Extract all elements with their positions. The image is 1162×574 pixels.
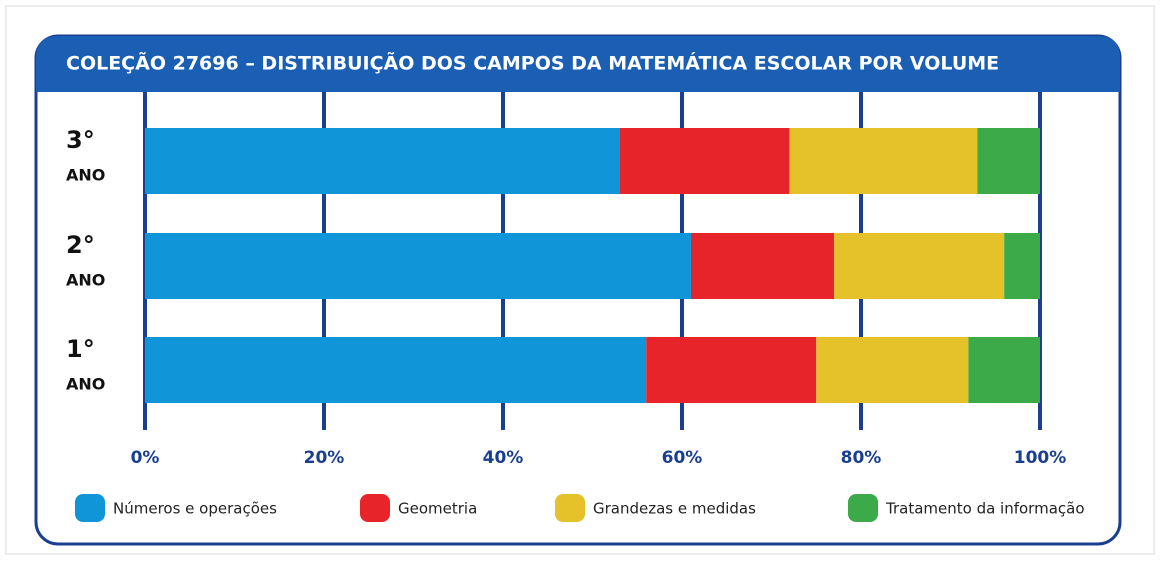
bar-segment — [977, 128, 1040, 194]
legend-label: Números e operações — [113, 500, 277, 518]
chart-title: COLEÇÃO 27696 – DISTRIBUIÇÃO DOS CAMPOS … — [66, 51, 999, 75]
y-tick-label: ANO — [66, 375, 105, 394]
bar-segment — [690, 233, 835, 299]
bar-segment — [145, 233, 691, 299]
bar-segment — [816, 337, 969, 403]
y-tick-label: ANO — [66, 166, 105, 185]
legend-swatch — [75, 494, 105, 522]
bar-segment — [968, 337, 1040, 403]
legend-swatch — [848, 494, 878, 522]
bar-segment — [619, 128, 790, 194]
y-tick-label: ANO — [66, 271, 105, 290]
y-tick-label: 1° — [66, 335, 95, 363]
x-tick-label: 20% — [304, 448, 345, 468]
bar-segment — [834, 233, 1005, 299]
x-tick-label: 40% — [483, 448, 524, 468]
x-tick-label: 0% — [131, 448, 160, 468]
legend-swatch — [360, 494, 390, 522]
x-tick-label: 60% — [662, 448, 703, 468]
bar-segment — [145, 128, 620, 194]
bar-segment — [789, 128, 978, 194]
legend-swatch — [555, 494, 585, 522]
bar-segment — [145, 337, 647, 403]
y-tick-label: 2° — [66, 231, 95, 259]
legend-label: Grandezas e medidas — [593, 500, 756, 518]
bar-segment — [646, 337, 817, 403]
x-tick-label: 100% — [1014, 448, 1067, 468]
header-band — [36, 36, 1120, 92]
legend-label: Geometria — [398, 500, 477, 518]
y-tick-label: 3° — [66, 126, 95, 154]
legend-label: Tratamento da informação — [885, 500, 1085, 518]
bar-segment — [1004, 233, 1040, 299]
x-tick-label: 80% — [841, 448, 882, 468]
